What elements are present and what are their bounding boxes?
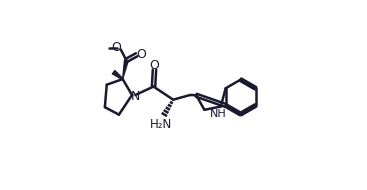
Text: O: O — [150, 59, 160, 72]
Text: O: O — [136, 48, 146, 61]
Text: H₂N: H₂N — [150, 118, 172, 131]
Text: O: O — [112, 41, 121, 54]
Text: N: N — [130, 90, 140, 103]
Text: NH: NH — [210, 109, 227, 119]
Polygon shape — [123, 60, 128, 79]
